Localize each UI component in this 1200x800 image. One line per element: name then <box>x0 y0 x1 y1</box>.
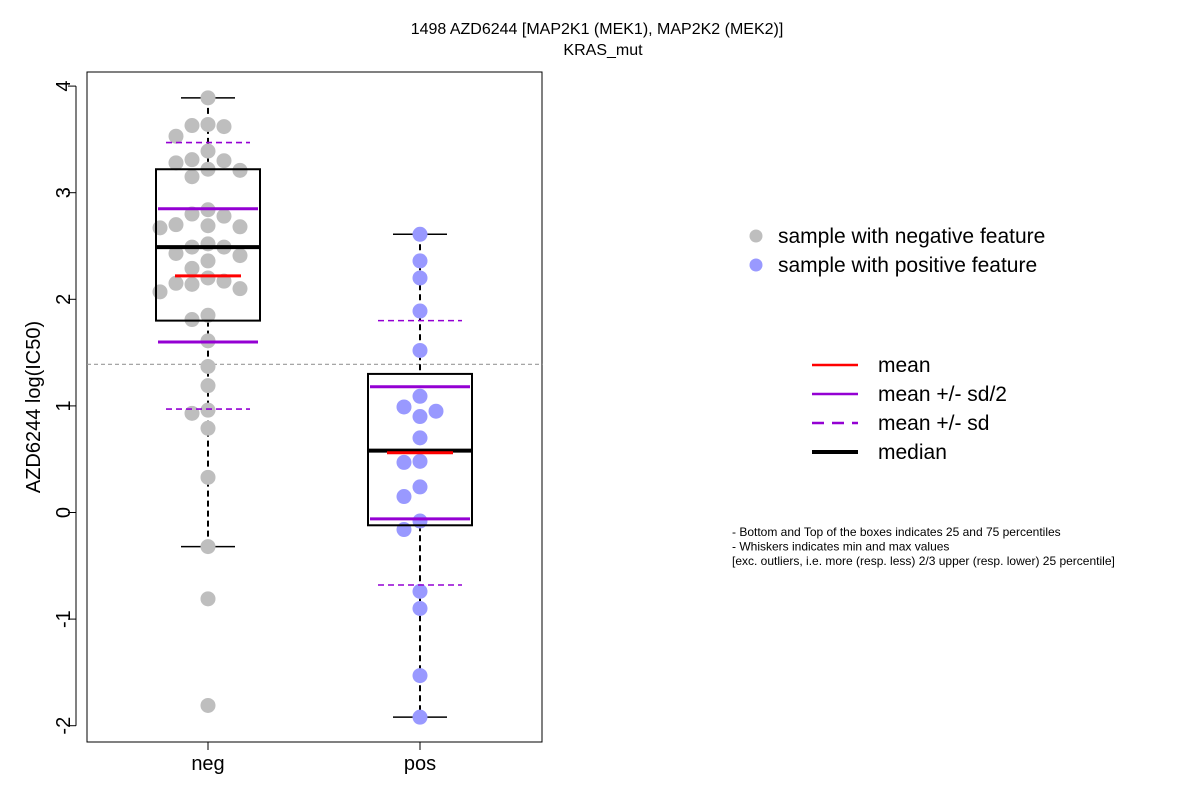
note-line-0: - Bottom and Top of the boxes indicates … <box>732 525 1061 539</box>
data-point-pos-4 <box>412 342 428 358</box>
data-point-neg-30 <box>232 281 248 297</box>
data-point-neg-8 <box>168 155 184 171</box>
y-tick-label--1: -1 <box>53 610 75 628</box>
data-point-neg-13 <box>184 206 200 222</box>
x-tick-label-pos: pos <box>404 753 436 775</box>
data-point-neg-25 <box>184 260 200 276</box>
data-point-pos-9 <box>412 430 428 446</box>
data-point-neg-41 <box>200 539 216 555</box>
y-tick-label-0: 0 <box>53 507 75 518</box>
y-axis: -2 -1 0 1 2 3 4 <box>53 81 77 735</box>
data-point-pos-1 <box>412 253 428 269</box>
note-line-1: - Whiskers indicates min and max values <box>732 540 949 554</box>
data-point-pos-17 <box>412 600 428 616</box>
data-point-neg-19 <box>200 236 216 252</box>
data-point-neg-11 <box>184 169 200 185</box>
data-point-neg-23 <box>232 248 248 264</box>
data-point-neg-38 <box>184 405 200 421</box>
data-point-neg-29 <box>184 276 200 292</box>
legend-line-label-2: mean +/- sd <box>878 412 989 435</box>
data-point-neg-35 <box>200 358 216 374</box>
data-point-pos-5 <box>412 388 428 404</box>
data-point-neg-1 <box>200 116 216 132</box>
data-point-pos-11 <box>396 454 412 470</box>
data-point-pos-18 <box>412 668 428 684</box>
data-point-neg-14 <box>216 208 232 224</box>
data-point-neg-6 <box>184 152 200 168</box>
data-point-pos-13 <box>396 489 412 505</box>
data-point-pos-0 <box>412 226 428 242</box>
data-point-neg-26 <box>200 270 216 286</box>
data-point-neg-42 <box>200 591 216 607</box>
data-point-pos-12 <box>412 479 428 495</box>
stat-layer <box>156 141 472 586</box>
data-point-pos-2 <box>412 270 428 286</box>
data-point-pos-7 <box>428 403 444 419</box>
data-point-neg-37 <box>200 402 216 418</box>
data-point-neg-31 <box>152 284 168 300</box>
data-point-neg-7 <box>216 153 232 169</box>
data-point-neg-5 <box>200 143 216 159</box>
legend-marker-1 <box>749 258 763 272</box>
data-point-pos-3 <box>412 303 428 319</box>
note-line-2: [exc. outliers, i.e. more (resp. less) 2… <box>732 554 1115 568</box>
data-point-neg-22 <box>168 245 184 261</box>
legend-lines: mean mean +/- sd/2 mean +/- sd median <box>812 354 1007 464</box>
plot-frame <box>86 71 543 743</box>
chart-subtitle: KRAS_mut <box>563 42 643 59</box>
y-tick-label-3: 3 <box>53 187 75 198</box>
data-point-neg-3 <box>216 119 232 135</box>
y-axis-label: AZD6244 log(IC50) <box>23 321 45 493</box>
y-tick-label-4: 4 <box>53 81 75 92</box>
data-point-pos-6 <box>396 399 412 415</box>
data-point-neg-4 <box>168 128 184 144</box>
data-point-neg-24 <box>200 253 216 269</box>
data-point-neg-32 <box>200 307 216 323</box>
data-point-neg-33 <box>184 312 200 328</box>
data-point-neg-36 <box>200 378 216 394</box>
legend-points: sample with negative feature sample with … <box>749 225 1045 277</box>
data-point-pos-8 <box>412 409 428 425</box>
data-point-pos-16 <box>412 583 428 599</box>
legend-line-label-0: mean <box>878 354 931 377</box>
legend-line-label-1: mean +/- sd/2 <box>878 383 1007 406</box>
legend-label-1: sample with positive feature <box>778 254 1037 277</box>
data-point-neg-16 <box>200 218 216 234</box>
data-point-neg-18 <box>152 220 168 236</box>
y-tick-label-1: 1 <box>53 400 75 411</box>
legend-line-label-3: median <box>878 441 947 464</box>
data-point-neg-15 <box>168 217 184 233</box>
data-point-neg-10 <box>232 162 248 178</box>
data-point-neg-17 <box>232 219 248 235</box>
x-tick-label-neg: neg <box>191 753 224 775</box>
data-point-neg-27 <box>216 273 232 289</box>
points-layer <box>152 90 444 725</box>
data-point-neg-0 <box>200 90 216 106</box>
data-point-neg-40 <box>200 469 216 485</box>
notes-layer: - Bottom and Top of the boxes indicates … <box>732 525 1115 568</box>
legend-marker-0 <box>749 229 763 243</box>
data-point-neg-43 <box>200 697 216 713</box>
y-tick-label-2: 2 <box>53 294 75 305</box>
data-point-neg-39 <box>200 420 216 436</box>
chart-title: 1498 AZD6244 [MAP2K1 (MEK1), MAP2K2 (MEK… <box>411 21 784 38</box>
legend-label-0: sample with negative feature <box>778 225 1045 248</box>
box-neg <box>155 168 261 322</box>
data-point-pos-19 <box>412 709 428 725</box>
data-point-neg-28 <box>168 275 184 291</box>
data-point-pos-10 <box>412 453 428 469</box>
y-tick-label--2: -2 <box>53 717 75 735</box>
data-point-neg-2 <box>184 118 200 134</box>
x-axis: neg pos <box>191 742 436 775</box>
